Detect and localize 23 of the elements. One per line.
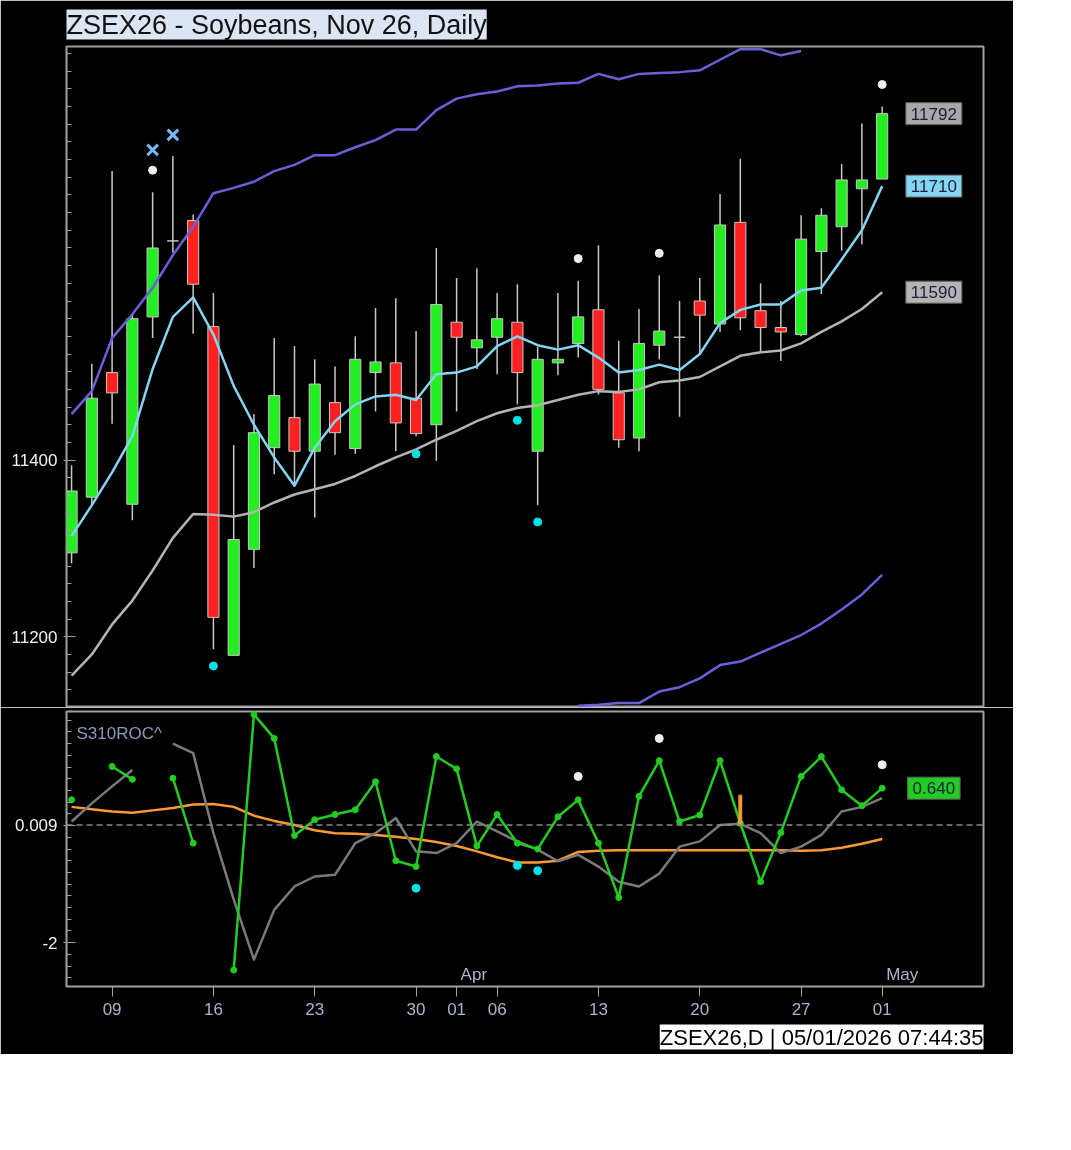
text: 11792 [910, 104, 957, 124]
y-tick-label: -2 [42, 933, 58, 953]
data-label: 0.640 [912, 779, 956, 799]
x-tick-label: 27 [791, 999, 811, 1019]
x-tick-label: 23 [305, 999, 325, 1019]
text: ZSEX26,D | 05/01/2026 07:44:35 [659, 1024, 984, 1050]
x-tick-label: 09 [102, 999, 122, 1019]
text: S310ROC^ [76, 723, 162, 743]
x-tick-label: 01 [447, 999, 467, 1019]
data-label: 11710 [910, 177, 957, 197]
x-tick-label: 20 [690, 999, 710, 1019]
annotation: Apr [460, 964, 488, 984]
x-tick-label: 13 [589, 999, 608, 1019]
chart-title: ZSEX26 - Soybeans, Nov 26, Daily [66, 9, 488, 40]
y-tick-label: 11200 [11, 627, 58, 647]
x-tick-label: 06 [487, 999, 507, 1019]
y-tick-label: 11400 [11, 451, 58, 471]
annotation: May [886, 964, 919, 984]
x-tick-label: 16 [203, 999, 223, 1019]
y-tick-label: 0.009 [14, 816, 58, 836]
data-label: 11590 [910, 283, 957, 303]
x-tick-label: 30 [406, 999, 426, 1019]
x-tick-label: 01 [872, 999, 892, 1019]
